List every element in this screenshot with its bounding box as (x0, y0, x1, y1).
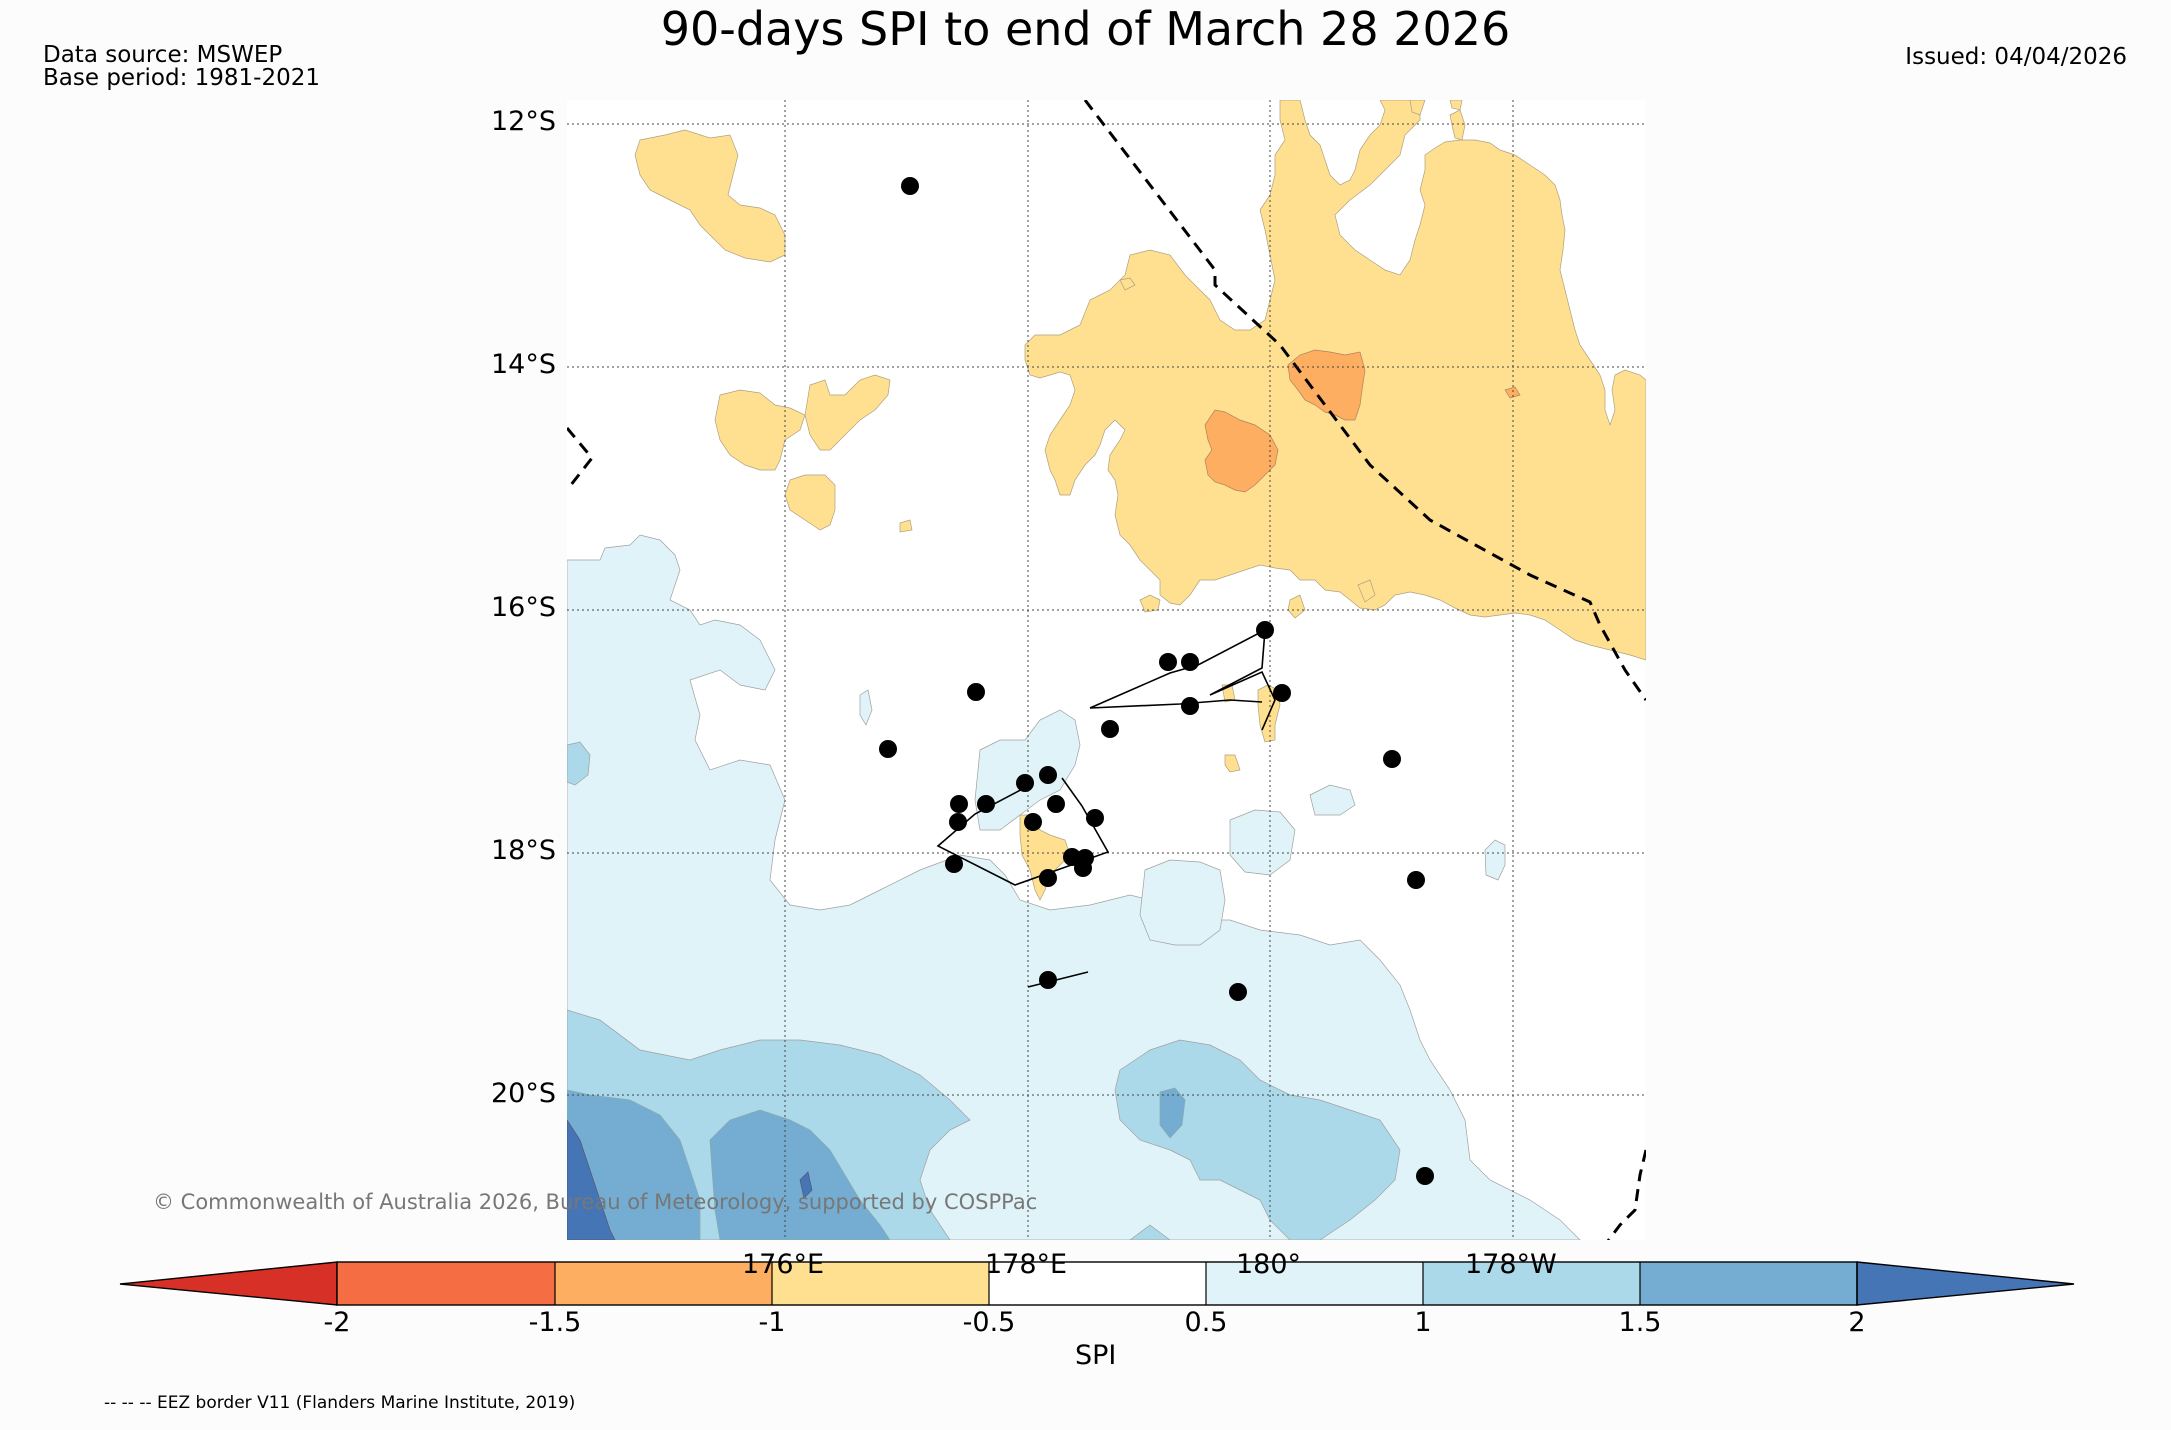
chart-title: 90-days SPI to end of March 28 2026 (660, 2, 1511, 56)
copyright-text: © Commonwealth of Australia 2026, Bureau… (153, 1190, 1038, 1214)
lat-label: 18°S (491, 835, 556, 866)
colorbar-tick: 1 (1414, 1307, 1432, 1338)
colorbar-tick: -0.5 (962, 1307, 1016, 1338)
data-source-block: Data source: MSWEP Base period: 1981-202… (43, 44, 320, 90)
colorbar-tick: -1.5 (528, 1307, 582, 1338)
lat-label: 12°S (491, 106, 556, 137)
colorbar-dividers (554, 1262, 1641, 1305)
station-markers (879, 177, 1434, 1185)
lat-label: 16°S (491, 592, 556, 623)
colorbar-segment (772, 1262, 989, 1305)
colorbar (119, 1261, 2075, 1306)
map-gridlines (567, 100, 1646, 1240)
issued-date: Issued: 04/04/2026 (1905, 44, 2127, 70)
lat-label: 20°S (491, 1078, 556, 1109)
map-area (567, 100, 1646, 1240)
colorbar-extend-low (119, 1261, 338, 1306)
colorbar-segment (555, 1262, 772, 1305)
spi-deep-blue-regions (567, 1119, 813, 1240)
base-period-text: Base period: 1981-2021 (43, 65, 321, 91)
lat-label: 14°S (491, 349, 556, 380)
eez-borders (567, 100, 1646, 1240)
colorbar-segment (1206, 1262, 1423, 1305)
colorbar-segment (1423, 1262, 1640, 1305)
colorbar-segment (1640, 1262, 1857, 1305)
lon-label: 176°E (742, 1249, 825, 1280)
colorbar-tick: 1.5 (1618, 1307, 1662, 1338)
country-outline (936, 628, 1276, 988)
eez-legend: -- -- -- EEZ border V11 (Flanders Marine… (104, 1393, 576, 1413)
lon-label: 178°W (1465, 1249, 1557, 1280)
colorbar-segment (337, 1262, 555, 1305)
colorbar-tick: 0.5 (1184, 1307, 1228, 1338)
lon-label: 178°E (985, 1249, 1068, 1280)
colorbar-tick: -1 (758, 1307, 786, 1338)
colorbar-extend-high (1856, 1261, 2075, 1306)
data-source-text: Data source: MSWEP (43, 42, 283, 68)
colorbar-label: SPI (1075, 1340, 1117, 1371)
colorbar-tick: 2 (1848, 1307, 1866, 1338)
colorbar-tick: -2 (323, 1307, 351, 1338)
colorbar-segment (989, 1262, 1206, 1305)
lon-label: 180° (1236, 1249, 1302, 1280)
